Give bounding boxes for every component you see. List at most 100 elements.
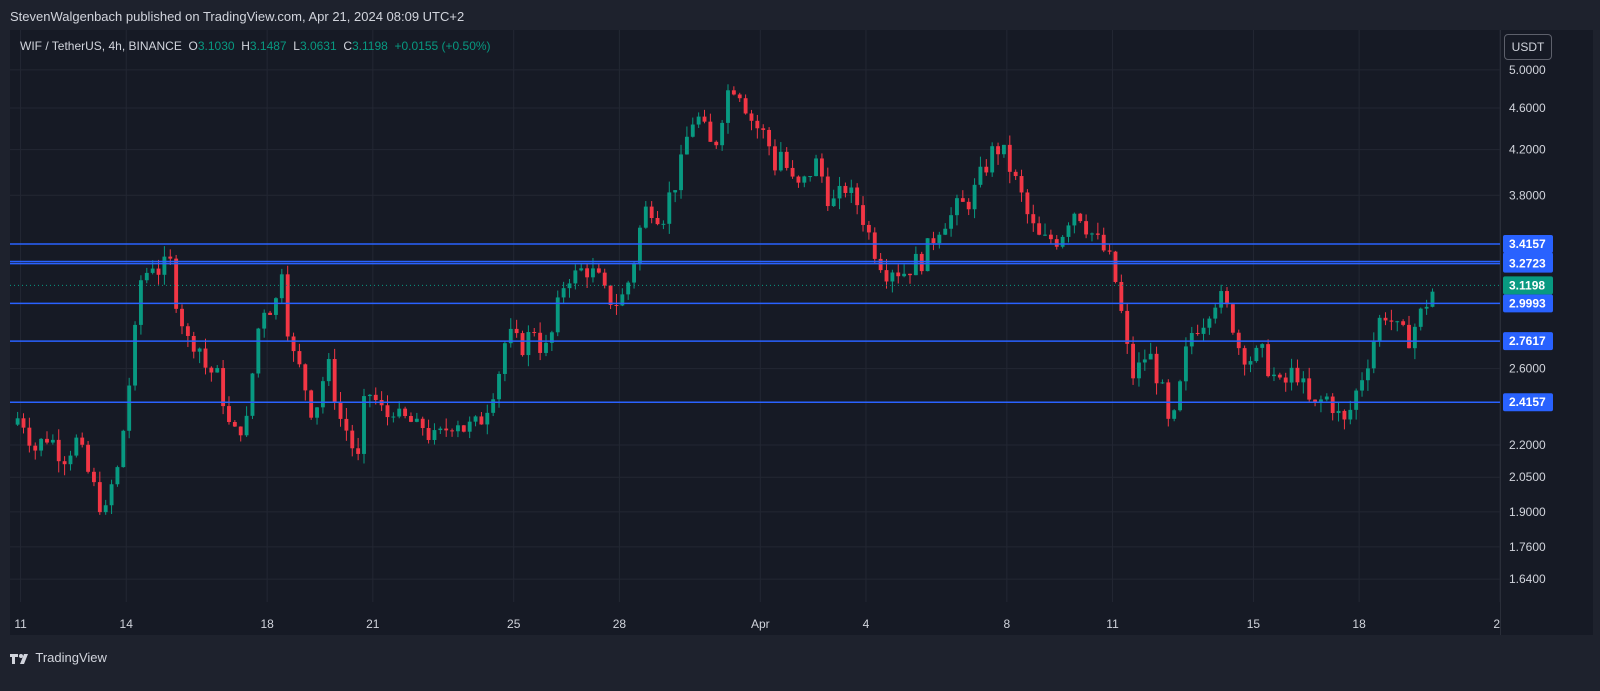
price-axis[interactable]: 5.0000 4.6000 4.2000 3.8000 2.6000 2.2000 2.05… bbox=[1500, 30, 1593, 635]
candle-body-down bbox=[291, 336, 296, 352]
time-axis-canvas[interactable]: 11 14 18 21 25 28 Apr 4 8 11 15 18 22 bbox=[10, 604, 1500, 635]
candle-body-up bbox=[438, 428, 443, 431]
candle-body-down bbox=[444, 428, 449, 431]
candle-body-down bbox=[1166, 382, 1171, 419]
candle-body-up bbox=[127, 385, 132, 431]
candle-body-up bbox=[1319, 399, 1323, 403]
candle-body-up bbox=[133, 324, 137, 386]
candle-body-down bbox=[532, 332, 537, 334]
candle-body-up bbox=[50, 439, 55, 443]
price-tick-label: 4.2000 bbox=[1509, 143, 1546, 157]
candle-body-down bbox=[1242, 348, 1247, 365]
chart-pane[interactable] bbox=[10, 30, 1500, 635]
candle-body-up bbox=[632, 263, 636, 283]
candle-body-up bbox=[814, 158, 818, 177]
chart-canvas[interactable] bbox=[10, 30, 1500, 635]
candle-body-down bbox=[1131, 343, 1136, 379]
candle-body-down bbox=[268, 312, 273, 315]
candle-body-down bbox=[1407, 324, 1411, 349]
candle-body-up bbox=[637, 227, 642, 264]
candle-body-down bbox=[409, 416, 413, 422]
candle-body-down bbox=[1283, 377, 1288, 383]
candle-body-up bbox=[1371, 341, 1376, 369]
candle-body-up bbox=[456, 425, 460, 432]
candle-body-down bbox=[896, 272, 901, 277]
candle-body-up bbox=[1201, 327, 1206, 334]
candle-body-down bbox=[332, 359, 337, 403]
candle-body-up bbox=[1289, 367, 1294, 383]
candle-body-up bbox=[849, 187, 854, 193]
candle-body-up bbox=[1254, 347, 1259, 362]
time-tick-label: 28 bbox=[613, 617, 627, 631]
price-tick-label: 2.6000 bbox=[1509, 362, 1546, 376]
candle-body-up bbox=[808, 176, 813, 178]
candle-body-down bbox=[608, 285, 613, 305]
candle-body-down bbox=[538, 332, 543, 353]
legend-change: +0.0155 (+0.50%) bbox=[394, 39, 491, 53]
candle-body-down bbox=[784, 151, 789, 168]
candle-body-down bbox=[602, 272, 607, 286]
candle-body-down bbox=[1277, 374, 1282, 378]
candle-body-up bbox=[561, 288, 566, 298]
candle-body-down bbox=[908, 273, 912, 276]
candle-body-up bbox=[1354, 390, 1359, 410]
time-tick-label: 15 bbox=[1247, 617, 1261, 631]
candle-body-down bbox=[614, 304, 619, 306]
time-axis[interactable]: 11 14 18 21 25 28 Apr 4 8 11 15 18 22 bbox=[10, 604, 1500, 635]
candle-body-down bbox=[1125, 310, 1130, 344]
candle-body-up bbox=[15, 418, 20, 425]
candle-body-up bbox=[902, 273, 907, 277]
legend-symbol[interactable]: WIF / TetherUS, 4h, BINANCE bbox=[20, 39, 182, 53]
candle-body-down bbox=[356, 448, 361, 454]
price-tick-label: 2.0500 bbox=[1509, 470, 1546, 484]
candle-body-up bbox=[508, 328, 513, 344]
candle-body-down bbox=[1266, 344, 1271, 377]
candle-body-up bbox=[1260, 344, 1265, 348]
candle-body-down bbox=[714, 141, 719, 146]
candle-body-down bbox=[238, 426, 243, 436]
candle-body-down bbox=[1119, 281, 1124, 311]
price-tick-label: 4.6000 bbox=[1509, 101, 1546, 115]
candle-body-down bbox=[767, 129, 772, 147]
price-tick-label: 1.9000 bbox=[1509, 505, 1546, 519]
candle-body-down bbox=[1307, 378, 1312, 400]
candle-body-up bbox=[591, 268, 595, 278]
candle-body-up bbox=[1207, 318, 1212, 328]
candle-body-down bbox=[191, 335, 196, 352]
legend-low-label: L bbox=[293, 39, 300, 53]
candle-body-up bbox=[1272, 374, 1276, 377]
candle-body-up bbox=[1066, 225, 1071, 237]
legend-close-label: C bbox=[343, 39, 352, 53]
candle-body-down bbox=[960, 198, 965, 202]
candle-body-up bbox=[1360, 380, 1364, 391]
candle-body-down bbox=[80, 437, 85, 445]
candle-body-up bbox=[913, 253, 918, 276]
candle-body-down bbox=[855, 187, 860, 206]
candle-body-up bbox=[1324, 396, 1329, 400]
candle-body-down bbox=[1113, 251, 1118, 282]
level-label-box bbox=[1503, 332, 1553, 351]
candle-body-down bbox=[1230, 304, 1235, 333]
price-axis-canvas[interactable]: 5.0000 4.6000 4.2000 3.8000 2.6000 2.2000 2.05… bbox=[1501, 30, 1593, 635]
candle-body-up bbox=[320, 381, 325, 408]
currency-button[interactable]: USDT bbox=[1504, 34, 1552, 60]
price-tick-label: 5.0000 bbox=[1509, 63, 1546, 77]
candle-body-down bbox=[420, 418, 425, 429]
candle-body-down bbox=[1095, 233, 1100, 235]
price-tick-label: 2.2000 bbox=[1509, 438, 1546, 452]
candle-body-up bbox=[467, 421, 472, 432]
candle-body-down bbox=[297, 351, 302, 365]
candle-body-up bbox=[679, 154, 683, 191]
price-tick-label: 3.8000 bbox=[1509, 188, 1546, 202]
candle-body-up bbox=[890, 272, 895, 282]
candle-body-up bbox=[626, 282, 631, 295]
candle-body-up bbox=[109, 484, 114, 506]
candle-body-down bbox=[479, 416, 484, 425]
candle-body-up bbox=[1183, 346, 1188, 382]
candle-body-down bbox=[984, 166, 989, 173]
candle-body-down bbox=[1084, 221, 1089, 235]
candle-body-down bbox=[1025, 192, 1030, 215]
candle-body-up bbox=[1172, 410, 1177, 419]
candle-body-up bbox=[1412, 326, 1417, 349]
candle-body-down bbox=[1019, 176, 1024, 193]
